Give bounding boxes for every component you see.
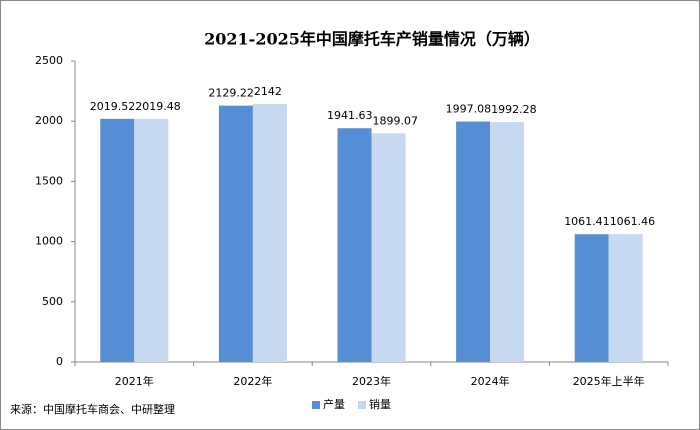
x-tick-label: 2022年 — [233, 374, 272, 388]
y-tick-label: 2000 — [35, 114, 63, 127]
y-tick-label: 1500 — [35, 174, 63, 187]
legend-swatch — [312, 401, 320, 409]
legend-label: 产量 — [323, 397, 345, 411]
bar — [134, 118, 169, 362]
value-label: 1061.41 — [564, 215, 610, 228]
x-tick-label: 2021年 — [115, 374, 154, 388]
value-label: 2142 — [254, 85, 282, 98]
bar — [490, 122, 525, 362]
bar — [371, 133, 406, 362]
bar — [608, 234, 643, 362]
value-label: 1941.63 — [327, 109, 373, 122]
bar — [456, 121, 491, 362]
y-tick-label: 0 — [56, 355, 63, 368]
y-tick-label: 500 — [42, 295, 63, 308]
x-tick-label: 2024年 — [471, 374, 510, 388]
value-label: 2019.52 — [90, 100, 136, 113]
value-label: 2019.48 — [135, 100, 181, 113]
y-tick-label: 1000 — [35, 235, 63, 248]
y-tick-label: 2500 — [35, 54, 63, 67]
legend-label: 销量 — [369, 397, 391, 411]
bar — [337, 128, 372, 362]
x-tick-label: 2023年 — [352, 374, 391, 388]
x-tick-label: 2025年上半年 — [573, 374, 645, 388]
chart-title: 2021-2025年中国摩托车产销量情况（万辆） — [204, 30, 540, 49]
legend-swatch — [358, 401, 366, 409]
value-label: 1061.46 — [610, 215, 656, 228]
bar — [574, 234, 609, 362]
value-label: 1992.28 — [491, 103, 536, 116]
bar — [252, 104, 287, 362]
value-label: 1997.08 — [446, 103, 492, 116]
source-note: 来源：中国摩托车商会、中研整理 — [10, 402, 175, 416]
bar — [218, 105, 253, 363]
value-label: 2129.22 — [208, 87, 254, 100]
value-label: 1899.07 — [373, 114, 419, 127]
bar — [100, 118, 135, 362]
